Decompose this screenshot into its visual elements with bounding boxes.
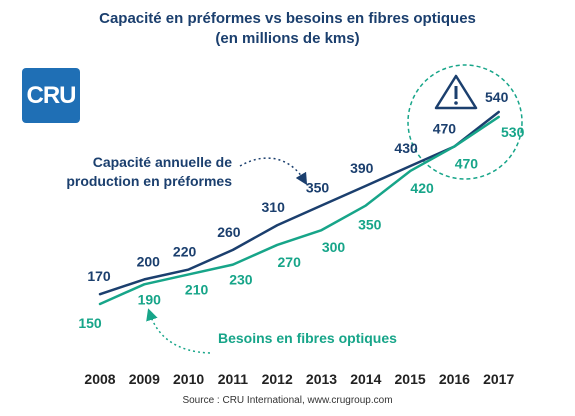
x-tick-label: 2010 bbox=[173, 371, 204, 387]
capacity-series-label: Capacité annuelle de production en préfo… bbox=[66, 154, 232, 189]
demand-data-label: 190 bbox=[138, 291, 162, 307]
capacity-data-label: 260 bbox=[217, 224, 241, 240]
capacity-annotation-arrow bbox=[239, 157, 308, 186]
highlight-circle bbox=[407, 64, 523, 180]
capacity-data-label: 540 bbox=[485, 89, 509, 105]
demand-data-label: 530 bbox=[501, 124, 525, 140]
capacity-data-label: 470 bbox=[433, 120, 457, 136]
demand-data-label: 300 bbox=[322, 239, 346, 255]
chart-subtitle: (en millions de kms) bbox=[215, 30, 360, 47]
warning-triangle-icon bbox=[434, 74, 478, 110]
chart-title: Capacité en préformes vs besoins en fibr… bbox=[99, 10, 476, 27]
demand-line bbox=[98, 115, 500, 306]
cru-logo: CRU bbox=[22, 68, 80, 123]
demand-data-label: 150 bbox=[78, 315, 102, 331]
demand-data-label: 470 bbox=[455, 155, 479, 171]
demand-data-label: 210 bbox=[185, 281, 209, 297]
capacity-data-label: 170 bbox=[87, 268, 111, 284]
capacity-data-label: 220 bbox=[173, 244, 197, 260]
x-tick-label: 2011 bbox=[218, 371, 249, 387]
capacity-data-label: 200 bbox=[137, 253, 161, 269]
x-tick-label: 2012 bbox=[262, 371, 293, 387]
x-tick-label: 2016 bbox=[439, 371, 470, 387]
demand-series-label: Besoins en fibres optiques bbox=[218, 330, 397, 346]
capacity-line bbox=[98, 110, 500, 296]
x-tick-label: 2014 bbox=[350, 371, 381, 387]
x-tick-label: 2009 bbox=[129, 371, 160, 387]
capacity-data-label: 350 bbox=[306, 180, 330, 196]
capacity-data-label: 390 bbox=[350, 160, 374, 176]
x-tick-label: 2013 bbox=[306, 371, 337, 387]
x-tick-label: 2015 bbox=[395, 371, 426, 387]
demand-data-label: 350 bbox=[358, 217, 382, 233]
demand-data-label: 420 bbox=[410, 180, 434, 196]
demand-data-label: 270 bbox=[278, 254, 302, 270]
capacity-data-label: 430 bbox=[394, 140, 418, 156]
demand-annotation-arrow bbox=[146, 308, 211, 354]
capacity-data-label: 310 bbox=[262, 199, 286, 215]
source-note: Source : CRU International, www.crugroup… bbox=[182, 395, 393, 406]
demand-data-label: 230 bbox=[229, 272, 253, 288]
x-tick-label: 2008 bbox=[84, 371, 115, 387]
x-tick-label: 2017 bbox=[483, 371, 514, 387]
